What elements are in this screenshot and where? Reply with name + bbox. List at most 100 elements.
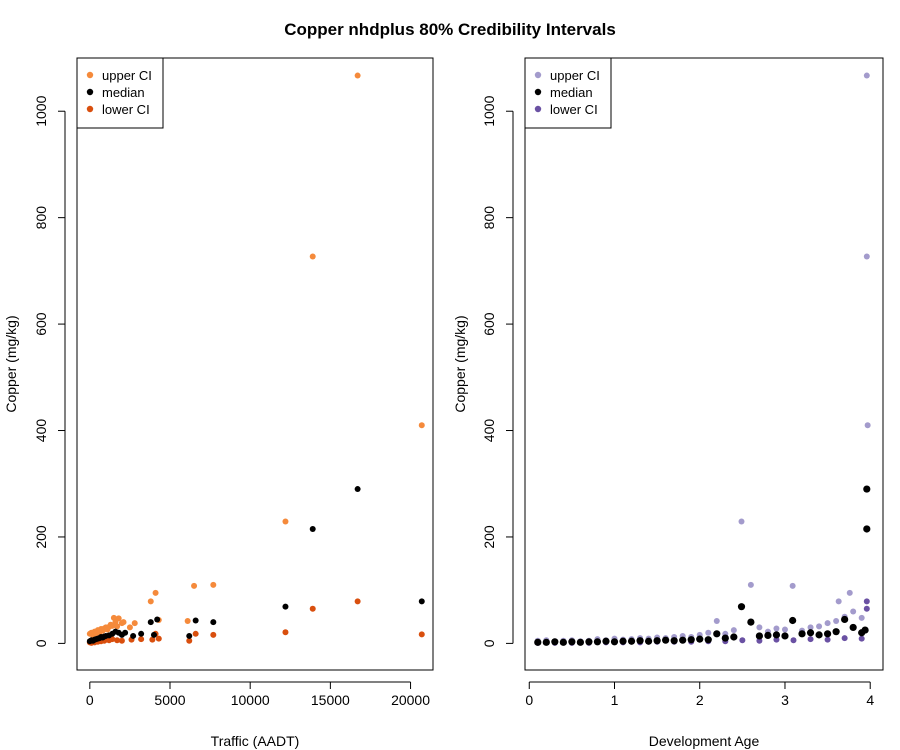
median-point [644,637,653,645]
median-point [823,630,832,638]
upper-ci-point [115,615,122,622]
median-point [687,636,695,644]
lower-ci-point [858,635,865,642]
plot-frame-development [524,57,884,671]
median-point [806,629,815,637]
panel-traffic: 0 5000 10000 15000 20000 0 200 400 600 800 1000 T… [3,57,434,749]
median-point [186,632,193,639]
lower-ci-point [824,636,831,643]
x-tick-label: 5000 [154,692,185,708]
median-point [730,633,738,641]
upper-ci-point [807,624,814,631]
legend-label: lower CI [102,102,150,117]
legend-label: median [102,85,145,100]
y-axis-development: 0 200 400 600 800 1000 [481,95,514,647]
median-point [593,638,602,646]
median-point [679,636,687,644]
median-point [619,637,627,645]
upper-ci-point [131,620,138,627]
y-tick-label: 200 [481,525,497,549]
legend-traffic: upper CI median lower CI [76,57,164,129]
upper-ci-point [789,582,796,589]
y-tick-label: 200 [33,525,49,549]
median-point [122,629,129,636]
upper-ci-point [418,422,425,429]
x-tick-label: 0 [86,692,94,708]
upper-ci-point [756,624,763,631]
points-traffic [86,72,425,646]
lower-ci-point [114,637,121,644]
median-point [704,636,712,644]
x-axis-label-traffic: Traffic (AADT) [211,733,300,749]
lower-ci-point [138,636,145,643]
x-tick-label: 4 [866,692,874,708]
median-point [764,631,772,640]
median-point [130,632,137,639]
y-axis-label-traffic: Copper (mg/kg) [3,315,19,412]
y-tick-label: 400 [33,419,49,443]
median-point [210,619,217,626]
median-point [138,630,145,637]
median-point [841,615,849,624]
legend-label: upper CI [550,68,600,83]
y-tick-label: 800 [481,206,497,230]
y-tick-label: 400 [481,419,497,443]
upper-ci-point [147,598,154,605]
points-development [534,72,871,646]
lower-ci-point [756,637,763,644]
figure-title: Copper nhdplus 80% Credibility Intervals [284,20,616,39]
median-point [653,637,661,645]
x-tick-label: 2 [696,692,704,708]
median-point [713,630,721,638]
lower-ci-point [118,637,125,644]
median-point [150,631,157,638]
median-point [670,637,678,645]
upper-ci-point [191,582,198,589]
median-point [282,603,289,610]
upper-ci-point [863,253,870,260]
median-point [832,628,840,636]
upper-ci-point [114,623,121,630]
upper-ci-point [713,618,720,625]
upper-ci-point [152,589,159,596]
x-axis-traffic: 0 5000 10000 15000 20000 [86,681,430,708]
median-point [602,637,610,645]
x-tick-label: 10000 [231,692,270,708]
upper-ci-point [863,72,870,79]
median-point [781,632,789,640]
x-tick-label: 3 [781,692,789,708]
median-point [354,486,361,493]
median-point [863,485,871,493]
y-tick-label: 600 [33,312,49,336]
x-tick-label: 20000 [391,692,430,708]
median-point [568,638,576,646]
median-point [309,525,316,532]
median-point [418,598,425,605]
median-point [849,623,857,632]
legend-marker [86,88,94,96]
legend-label: lower CI [550,102,598,117]
median-point [154,616,161,623]
upper-ci-point [705,629,712,636]
upper-ci-point [126,624,133,631]
legend-marker [534,71,542,79]
legend-label: upper CI [102,68,152,83]
lower-ci-point [863,598,870,605]
y-axis-traffic: 0 200 400 600 800 1000 [33,95,66,647]
median-point [585,638,593,646]
median-point [542,638,550,646]
x-tick-label: 15000 [311,692,350,708]
upper-ci-point [184,618,191,625]
lower-ci-point [186,637,193,644]
lower-ci-point [149,636,156,643]
median-point [815,631,823,639]
upper-ci-point [747,581,754,588]
upper-ci-point [833,618,840,625]
median-point [192,617,199,624]
lower-ci-point [282,629,289,636]
x-tick-label: 1 [611,692,619,708]
median-point [863,525,871,533]
upper-ci-point [850,608,857,615]
